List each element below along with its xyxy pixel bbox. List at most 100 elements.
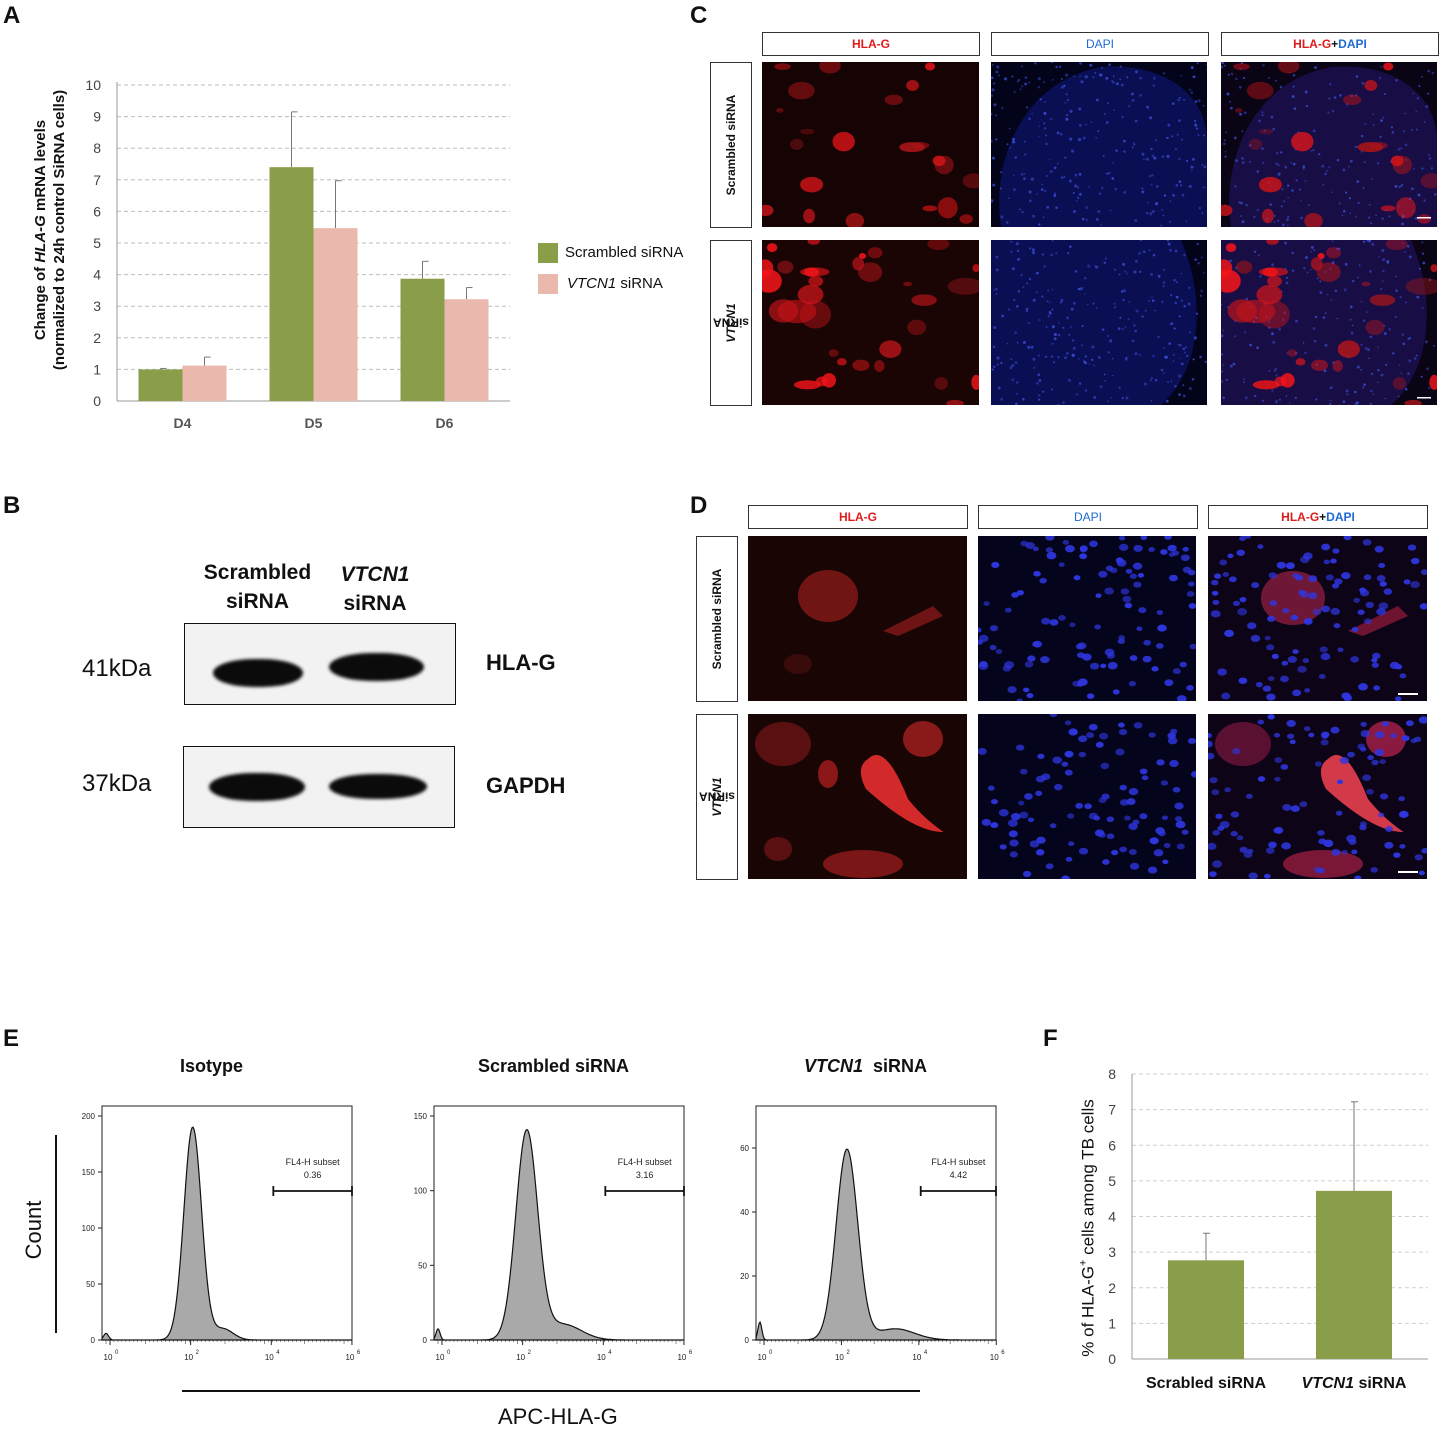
nucleus [1078, 287, 1083, 291]
nucleus [1128, 787, 1139, 796]
nucleus [998, 809, 1009, 817]
nucleus [1038, 394, 1041, 397]
cell [837, 358, 847, 366]
nucleus [1081, 324, 1084, 328]
nucleus [1421, 75, 1424, 78]
nucleus [1042, 81, 1046, 84]
cell [762, 204, 774, 216]
x-tick-label: 10 [516, 1353, 525, 1362]
cell [790, 138, 804, 150]
nucleus [1107, 400, 1110, 403]
nucleus [1079, 553, 1088, 560]
nucleus [1224, 150, 1227, 153]
nucleus [1402, 130, 1405, 133]
panel-f-chart: 0 1 2 3 4 5 6 7 8 Scrabled siRNA VTCN1 siRNA [1108, 1066, 1428, 1392]
nucleus [983, 601, 990, 606]
nucleus [1304, 179, 1307, 182]
nucleus [1291, 251, 1294, 255]
nucleus [1048, 158, 1051, 161]
nucleus [1162, 214, 1165, 217]
nucleus [1186, 685, 1194, 691]
nucleus [1410, 128, 1413, 131]
nucleus [1360, 721, 1367, 727]
blot-label-gapdh: GAPDH [486, 773, 566, 798]
nucleus [1152, 84, 1155, 87]
nucleus [1037, 753, 1045, 760]
nucleus [1136, 626, 1143, 632]
nucleus [1304, 351, 1307, 354]
nucleus [1074, 270, 1078, 273]
nucleus [1318, 674, 1326, 680]
nucleus [1267, 676, 1275, 682]
nucleus [1245, 297, 1248, 301]
nucleus [1317, 830, 1325, 836]
nucleus [1369, 389, 1373, 393]
nucleus [1072, 339, 1075, 342]
nucleus [1427, 153, 1430, 156]
nucleus [1097, 356, 1101, 359]
nucleus [1099, 385, 1103, 389]
nucleus [1281, 223, 1285, 227]
cell [858, 262, 883, 283]
nucleus [1149, 116, 1153, 120]
nucleus [1418, 716, 1427, 724]
nucleus [1208, 752, 1215, 760]
nucleus [1180, 138, 1183, 141]
nucleus [1350, 331, 1354, 335]
nucleus [1049, 301, 1051, 304]
nucleus [1045, 536, 1055, 541]
nucleus [1169, 249, 1172, 252]
nucleus [1147, 866, 1158, 874]
blot-label-hlag: HLA-G [486, 650, 556, 675]
nucleus [1329, 83, 1332, 86]
nucleus [1173, 327, 1176, 330]
nucleus [1228, 576, 1237, 583]
nucleus [1299, 801, 1308, 808]
nucleus [1064, 156, 1067, 159]
nucleus [1008, 197, 1010, 200]
nucleus [1093, 396, 1097, 399]
nucleus [1312, 608, 1322, 616]
nucleus [1126, 798, 1136, 806]
nucleus [1128, 822, 1138, 830]
nucleus [1175, 281, 1178, 284]
nucleus [1239, 846, 1248, 853]
nucleus [1077, 357, 1080, 360]
nucleus [999, 187, 1003, 190]
nucleus [1117, 638, 1125, 644]
nucleus [1249, 160, 1251, 163]
nucleus [1123, 150, 1126, 154]
nucleus [1283, 311, 1287, 315]
nucleus [1379, 793, 1389, 800]
nucleus [1058, 615, 1066, 621]
nucleus [1286, 184, 1290, 187]
nucleus [1369, 270, 1372, 273]
nucleus [1349, 159, 1353, 163]
count-label: Count [21, 1200, 46, 1260]
nucleus [1157, 624, 1167, 632]
nucleus [1269, 600, 1278, 606]
nucleus [1009, 839, 1019, 847]
nucleus [1121, 328, 1124, 331]
nucleus [1253, 250, 1257, 253]
nucleus [1112, 81, 1115, 84]
nucleus [1182, 347, 1186, 351]
nucleus [1414, 854, 1423, 861]
nucleus [1241, 161, 1245, 165]
nucleus [1192, 75, 1196, 79]
nucleus [1223, 64, 1226, 67]
nucleus [1093, 364, 1096, 367]
cell [1395, 197, 1416, 219]
nucleus [1324, 312, 1327, 315]
nucleus [1120, 588, 1130, 595]
nucleus [1113, 306, 1116, 309]
nucleus [1026, 310, 1028, 312]
nucleus [1286, 352, 1289, 355]
nucleus [1051, 288, 1053, 291]
nucleus [1404, 143, 1408, 147]
nucleus [1067, 251, 1070, 255]
y-tick-label: 40 [740, 1208, 749, 1217]
nucleus [1245, 793, 1253, 799]
nucleus [1368, 240, 1372, 243]
nucleus [1024, 82, 1028, 86]
